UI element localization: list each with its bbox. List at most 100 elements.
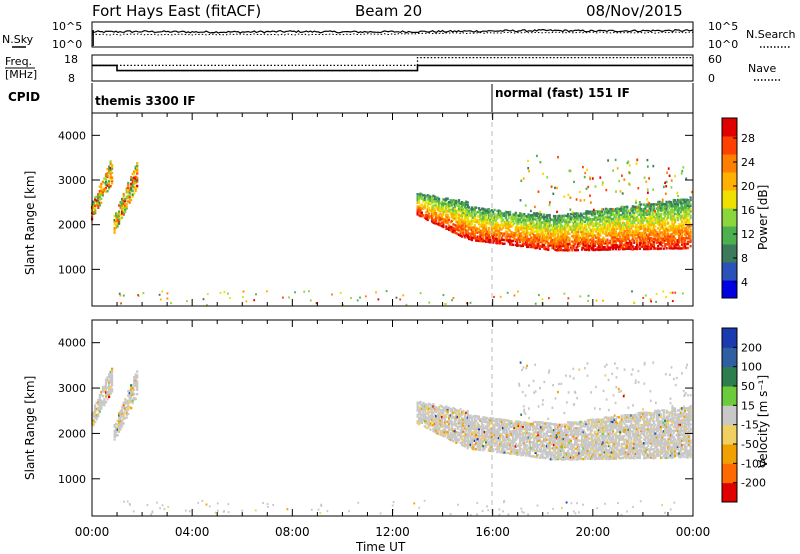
power-cell (590, 218, 594, 221)
power-cell (462, 219, 465, 223)
velocity-cell (554, 446, 557, 449)
velocity-cell (551, 451, 554, 454)
velocity-cell (538, 425, 541, 428)
power-cell (633, 247, 636, 251)
velocity-cell (448, 416, 451, 420)
power-cell (119, 213, 122, 216)
power-cell (448, 209, 451, 212)
power-cell (420, 203, 423, 206)
power-cell (548, 242, 551, 245)
velocity-cell (483, 434, 486, 437)
power-cell (650, 223, 653, 226)
power-cell (463, 216, 466, 219)
velocity-cell (509, 430, 512, 433)
power-cell (686, 204, 689, 207)
power-cell (643, 227, 646, 230)
power-cell (468, 211, 471, 215)
power-cell (547, 230, 550, 233)
velocity-cell (506, 443, 509, 447)
velocity-cell (463, 445, 466, 448)
power-cell (685, 198, 688, 201)
power-cell (655, 239, 658, 242)
velocity-cell (530, 455, 533, 458)
velocity-cell (450, 433, 454, 436)
power-cell (672, 237, 675, 240)
velocity-cell (469, 443, 472, 446)
velocity-cell (541, 435, 544, 439)
power-cell (576, 245, 579, 248)
power-cell (127, 196, 130, 199)
power-cell (463, 236, 466, 239)
power-cell (446, 215, 449, 219)
velocity-cell (521, 439, 524, 442)
power-cell (514, 214, 517, 217)
power-cell (590, 228, 594, 232)
velocity-cell (568, 452, 571, 455)
power-cell (516, 230, 519, 233)
power-scatter-cell (612, 169, 615, 172)
power-cell (627, 238, 630, 241)
velocity-cell (574, 451, 577, 454)
velocity-cell (559, 443, 563, 446)
velocity-cell (557, 456, 560, 459)
power-cell (617, 245, 620, 249)
power-cell (499, 211, 502, 215)
velocity-cell (462, 444, 465, 447)
power-cell (628, 247, 632, 250)
power-cell (595, 236, 598, 239)
power-scatter-cell (657, 204, 660, 208)
power-cell (607, 220, 610, 223)
velocity-cell (494, 422, 498, 425)
power-cell (682, 242, 685, 245)
power-scatter-cell (676, 191, 679, 195)
power-cell (531, 230, 534, 233)
power-cell (576, 216, 579, 220)
velocity-cell (428, 419, 431, 422)
power-scatter-cell (614, 158, 617, 162)
power-cell (581, 236, 584, 239)
power-cell (626, 228, 629, 231)
velocity-cell (480, 430, 483, 433)
power-cell (683, 239, 687, 242)
power-cell (679, 206, 682, 210)
power-cell (547, 244, 550, 247)
power-cell (537, 224, 540, 227)
velocity-cell (561, 449, 564, 453)
velocity-cell (453, 423, 456, 427)
power-cell (477, 235, 481, 238)
power-cell (686, 206, 689, 209)
velocity-cell (109, 376, 112, 380)
power-cell (661, 225, 664, 228)
power-cell (528, 239, 531, 243)
power-cell (572, 246, 575, 250)
power-cell (658, 221, 661, 224)
power-cell (634, 234, 637, 237)
power-cell (545, 214, 548, 217)
power-cell (416, 205, 419, 208)
power-cell (445, 203, 448, 206)
power-cell (500, 216, 503, 219)
power-cell (685, 203, 688, 206)
velocity-cell (551, 423, 554, 426)
power-cell (652, 243, 656, 247)
power-cell (416, 196, 419, 200)
power-cell (98, 193, 101, 197)
power-sparse-cell (206, 293, 209, 296)
velocity-cell (531, 454, 534, 458)
power-cell (458, 233, 461, 237)
velocity-cell (557, 432, 560, 435)
power-cell (662, 238, 665, 242)
velocity-cell (500, 433, 503, 436)
power-cell (647, 247, 650, 251)
velocity-cell (526, 429, 529, 433)
velocity-cell (571, 452, 574, 455)
velocity-cell (94, 415, 97, 418)
power-cell (462, 209, 465, 212)
velocity-cell (555, 456, 558, 459)
power-cell (589, 212, 592, 215)
power-cell (644, 217, 647, 220)
power-cell (428, 216, 431, 220)
power-cell (533, 234, 536, 237)
power-cell (586, 248, 589, 251)
power-scatter-cell (628, 164, 631, 167)
